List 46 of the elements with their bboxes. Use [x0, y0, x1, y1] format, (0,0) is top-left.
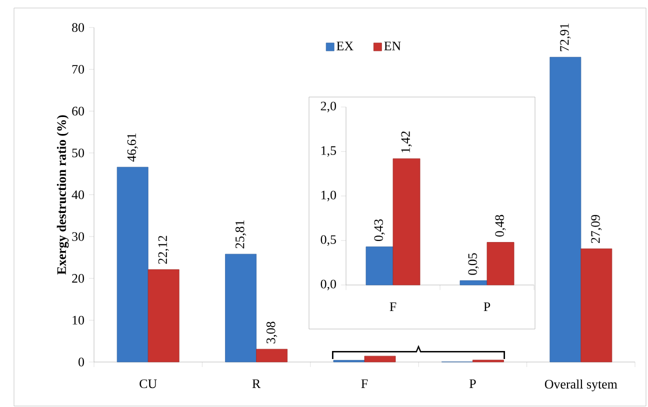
y-tick-label: 0,0: [320, 280, 336, 290]
x-tick-label: F: [361, 379, 368, 388]
x-tick-label: P: [484, 302, 490, 311]
bar: [550, 56, 582, 362]
y-tick-label: 70: [72, 64, 84, 74]
bar: [256, 348, 288, 362]
y-tick-label: 2,0: [320, 102, 336, 112]
bar: [580, 248, 612, 362]
bar: [148, 269, 180, 362]
y-tick-label: 60: [72, 106, 84, 116]
y-tick-label: 50: [72, 148, 84, 158]
bar: [366, 246, 394, 286]
data-label: 3,08: [266, 322, 278, 344]
y-tick-label: 30: [72, 232, 84, 241]
y-axis-title: Exergy destruction ratio (%): [56, 115, 69, 275]
data-label: 72,91: [560, 24, 571, 52]
y-tick-label: 1,0: [321, 190, 336, 202]
x-tick-label: F: [390, 302, 396, 311]
x-tick-label: CU: [140, 379, 157, 388]
data-label: 46,61: [127, 134, 138, 162]
bar: [116, 166, 148, 362]
legend-label: EX: [336, 42, 354, 50]
bar: [225, 254, 257, 362]
legend-label: EN: [384, 42, 401, 50]
data-label: 0,48: [495, 214, 506, 237]
bar: [472, 360, 504, 362]
y-tick-label: 1,5: [321, 146, 336, 157]
y-tick-label: 40: [72, 190, 84, 200]
y-tick-label: 0: [78, 358, 84, 366]
x-tick-label: R: [252, 379, 261, 388]
bar: [486, 242, 514, 286]
y-tick-label: 80: [72, 23, 84, 32]
bar: [364, 356, 396, 362]
y-tick-label: 10: [72, 316, 84, 325]
x-tick-label: P: [469, 379, 476, 388]
y-tick-label: 0,5: [320, 235, 336, 246]
bar: [392, 158, 420, 286]
data-label: 0,43: [374, 219, 385, 242]
data-label: 27,09: [591, 214, 602, 243]
x-tick-label: Overall sytem: [544, 379, 618, 392]
data-label: 0,05: [468, 253, 479, 275]
y-tick-label: 20: [72, 274, 84, 283]
data-label: 22,12: [158, 236, 169, 264]
bar: [460, 280, 488, 286]
data-label: 25,81: [236, 220, 246, 248]
data-label: 1,42: [401, 131, 412, 152]
